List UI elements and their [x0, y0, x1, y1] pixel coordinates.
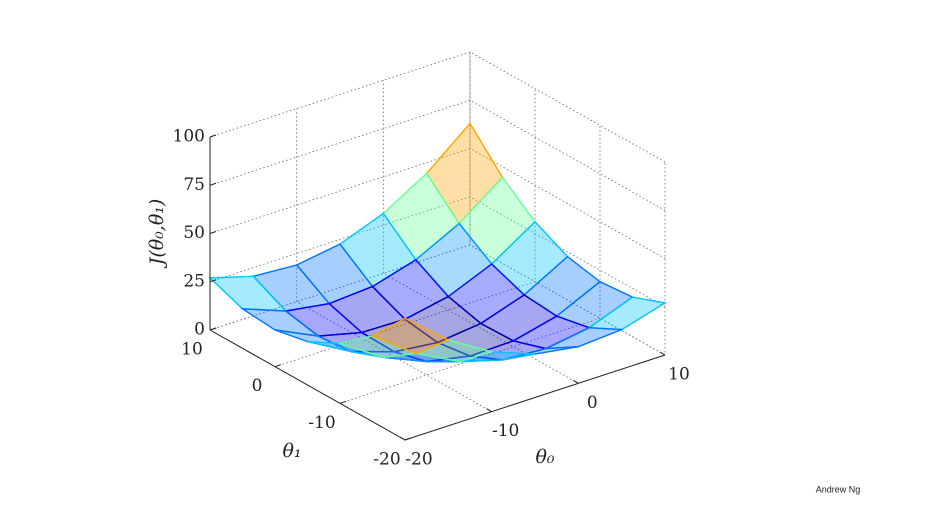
z-tick-label: 25	[183, 271, 205, 291]
x-tick-label: 10	[668, 365, 690, 385]
x-tick-label: 0	[587, 393, 598, 413]
y-tick	[404, 437, 412, 441]
z-tick	[209, 231, 217, 234]
y-tick-label: 0	[252, 376, 263, 396]
z-tick	[209, 134, 217, 138]
x-axis-label: θ₀	[535, 446, 554, 468]
x-tick-label: -20	[405, 450, 432, 470]
y-tick-label: 10	[181, 340, 203, 360]
y-tick-label: -20	[373, 450, 400, 470]
x-tick-label: -10	[492, 421, 519, 441]
x-tick	[573, 379, 579, 384]
y-tick	[274, 364, 282, 368]
y-tick	[209, 327, 217, 331]
x-tick	[486, 408, 492, 413]
x-tick	[399, 436, 406, 441]
grid-line	[382, 80, 579, 384]
grid-line	[209, 51, 666, 163]
z-tick-label: 100	[173, 127, 205, 147]
y-axis-label: θ₁	[282, 440, 301, 462]
surface	[208, 122, 667, 363]
z-tick	[209, 182, 217, 186]
grid-line	[296, 108, 492, 413]
z-tick	[209, 279, 217, 283]
z-tick-label: 0	[194, 320, 205, 340]
grid-line	[469, 52, 666, 356]
credit: Andrew Ng	[816, 484, 861, 494]
z-tick-label: 50	[183, 223, 205, 243]
surface-patch	[370, 317, 450, 355]
z-tick-label: 75	[183, 175, 205, 195]
z-axis-label: J(θ₀,θ₁)	[146, 199, 168, 270]
x-tick	[659, 351, 666, 356]
y-tick	[339, 400, 347, 404]
y-tick-label: -10	[308, 413, 335, 433]
